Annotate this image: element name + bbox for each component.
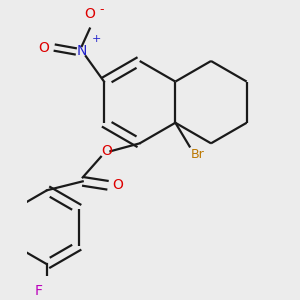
- Text: O: O: [101, 144, 112, 158]
- Text: O: O: [84, 8, 95, 21]
- Text: -: -: [99, 3, 104, 16]
- Text: F: F: [35, 284, 43, 298]
- Text: O: O: [38, 40, 49, 55]
- Text: +: +: [92, 34, 101, 44]
- Text: O: O: [112, 178, 123, 192]
- Text: Br: Br: [191, 148, 205, 161]
- Text: N: N: [77, 44, 87, 58]
